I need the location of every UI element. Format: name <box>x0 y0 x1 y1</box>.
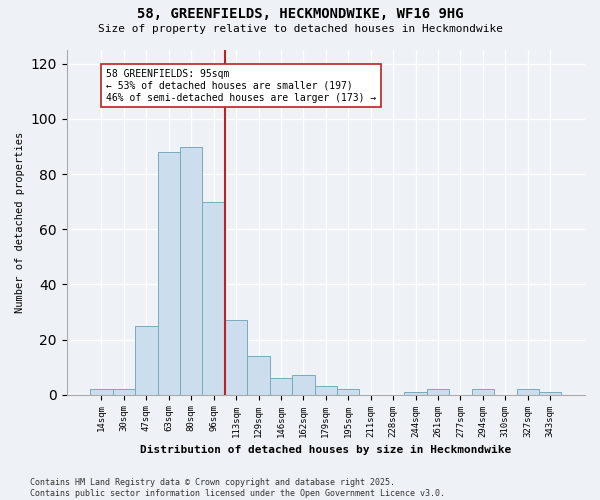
Bar <box>427 389 449 394</box>
Bar <box>113 389 135 394</box>
Bar <box>292 376 314 394</box>
Bar <box>225 320 247 394</box>
Bar <box>404 392 427 394</box>
Bar <box>247 356 270 395</box>
Bar <box>90 389 113 394</box>
Bar <box>158 152 180 394</box>
Bar <box>135 326 158 394</box>
Text: Size of property relative to detached houses in Heckmondwike: Size of property relative to detached ho… <box>97 24 503 34</box>
Bar <box>180 146 202 394</box>
Bar <box>539 392 562 394</box>
Bar <box>270 378 292 394</box>
Text: 58, GREENFIELDS, HECKMONDWIKE, WF16 9HG: 58, GREENFIELDS, HECKMONDWIKE, WF16 9HG <box>137 8 463 22</box>
Text: 58 GREENFIELDS: 95sqm
← 53% of detached houses are smaller (197)
46% of semi-det: 58 GREENFIELDS: 95sqm ← 53% of detached … <box>106 70 376 102</box>
Bar <box>517 389 539 394</box>
X-axis label: Distribution of detached houses by size in Heckmondwike: Distribution of detached houses by size … <box>140 445 511 455</box>
Bar <box>472 389 494 394</box>
Text: Contains HM Land Registry data © Crown copyright and database right 2025.
Contai: Contains HM Land Registry data © Crown c… <box>30 478 445 498</box>
Bar <box>314 386 337 394</box>
Bar <box>202 202 225 394</box>
Y-axis label: Number of detached properties: Number of detached properties <box>15 132 25 313</box>
Bar <box>337 389 359 394</box>
